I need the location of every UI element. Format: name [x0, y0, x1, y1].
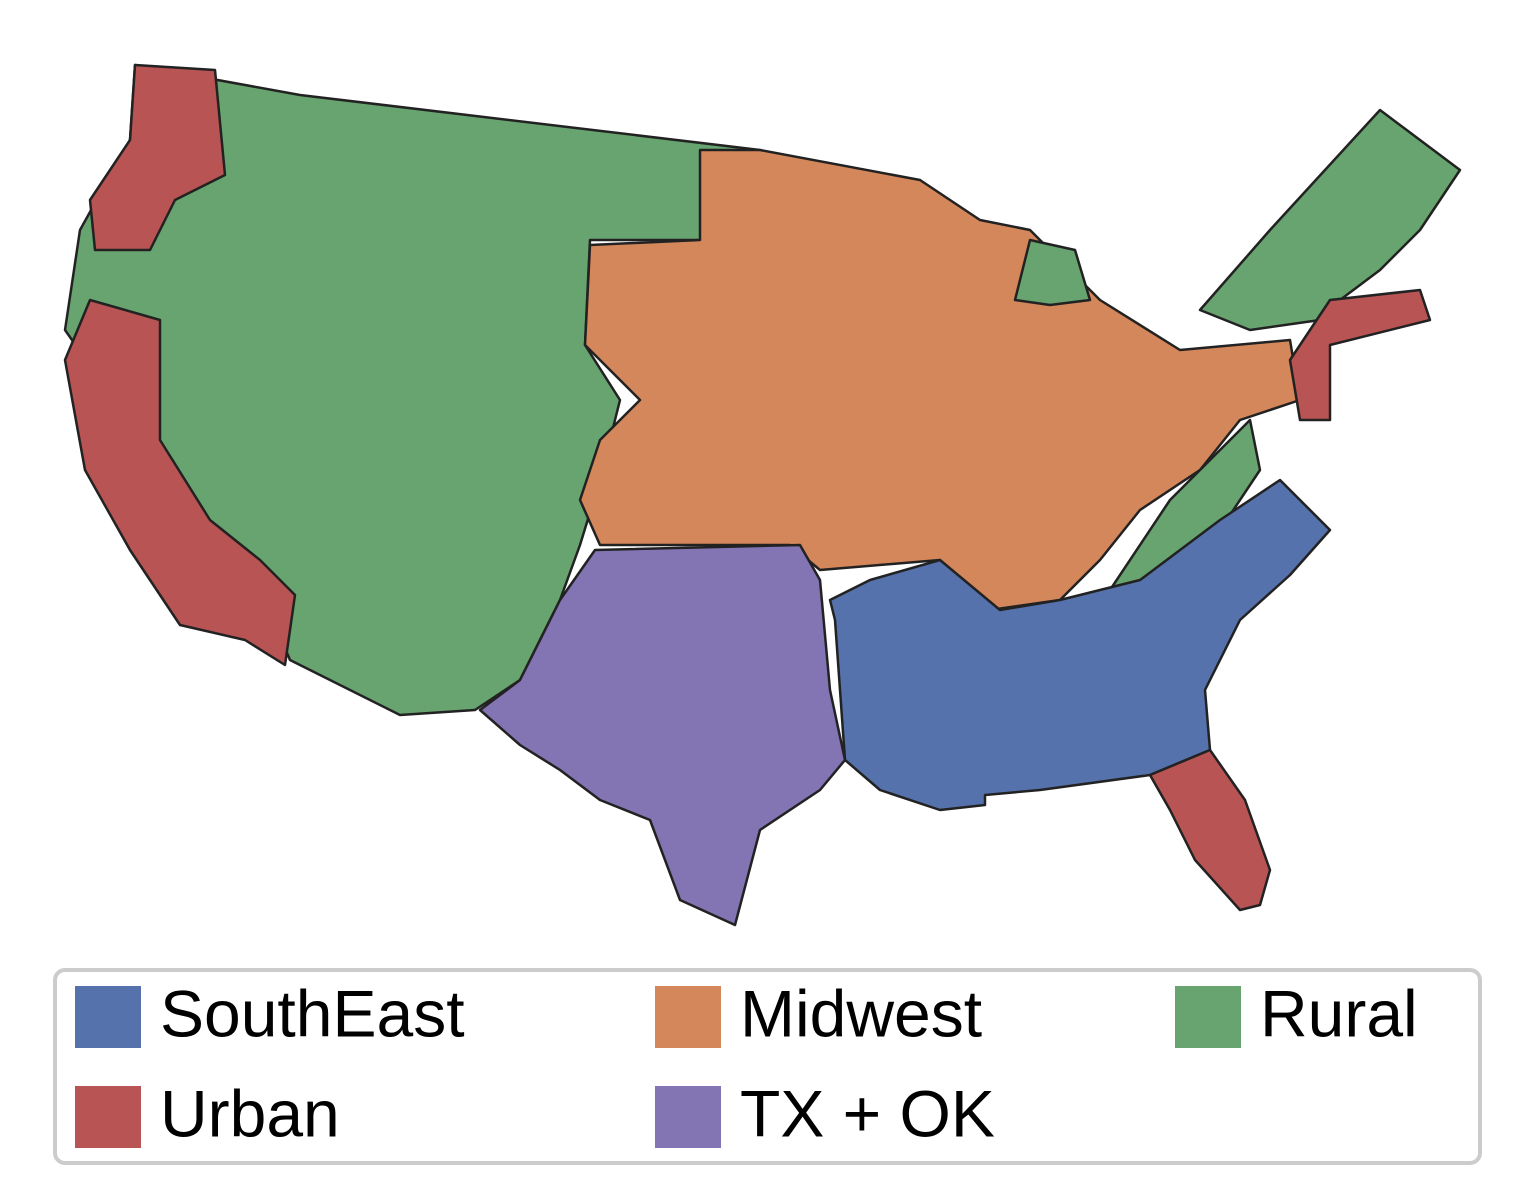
legend-box — [53, 968, 1482, 1165]
legend-label: Urban — [160, 1076, 340, 1150]
legend-label: Midwest — [740, 976, 982, 1050]
region-urban-northwest — [88, 63, 227, 252]
region-rural-michigan — [1013, 238, 1092, 307]
map — [63, 63, 1462, 927]
region-tx-ok — [478, 543, 847, 927]
legend-label: TX + OK — [740, 1076, 995, 1150]
legend-swatch — [655, 986, 721, 1048]
legend-swatch — [655, 1086, 721, 1148]
legend-swatch — [1175, 986, 1241, 1048]
region-urban-california — [63, 298, 297, 667]
legend-label: SouthEast — [160, 976, 465, 1050]
legend-label: Rural — [1260, 976, 1418, 1050]
region-urban-northeast — [1288, 288, 1432, 422]
legend: SouthEast Midwest Rural Urban TX + OK — [75, 976, 1418, 1150]
region-urban-florida — [1148, 748, 1272, 912]
region-rural-northeast — [1198, 108, 1462, 332]
legend-swatch — [75, 986, 141, 1048]
legend-swatch — [75, 1086, 141, 1148]
